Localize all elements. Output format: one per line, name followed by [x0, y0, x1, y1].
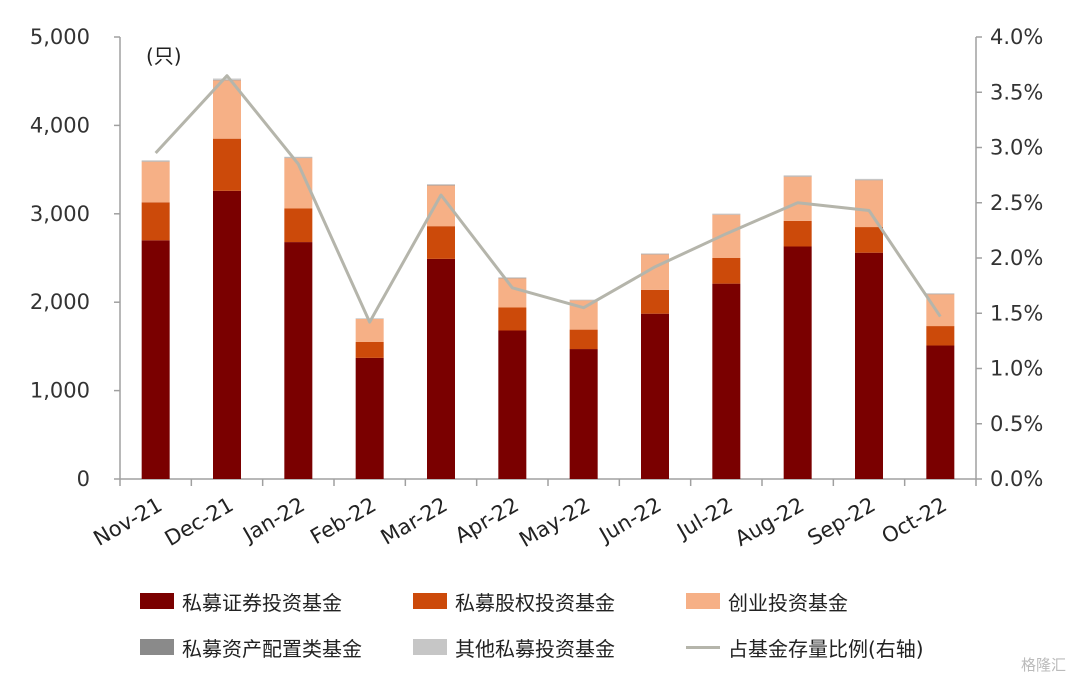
bar-segment-s1-8: [712, 258, 741, 284]
bar-segment-s2-9: [783, 176, 812, 221]
y-right-tick-label: 2.5%: [990, 191, 1043, 215]
bar-segment-s0-0: [141, 240, 170, 479]
bar-segment-s1-11: [926, 326, 955, 346]
bar-segment-s0-1: [213, 190, 241, 480]
bar-segment-s0-11: [926, 345, 955, 479]
y-left-tick-label: 2,000: [30, 290, 90, 314]
y-left-tick-label: 1,000: [30, 379, 90, 403]
bar-segment-s2-5: [498, 278, 527, 308]
watermark-logo: 格隆汇: [1020, 656, 1066, 674]
bar-segment-s4-9: [783, 175, 812, 177]
bar-segment-s1-5: [498, 307, 527, 331]
bar-segment-s0-6: [569, 349, 598, 479]
y-right-tick-label: 1.0%: [990, 357, 1043, 381]
y-left-tick-label: 0: [77, 467, 90, 491]
y-right-tick-label: 4.0%: [990, 25, 1043, 49]
x-tick-label: Oct-22: [878, 493, 951, 549]
bar-segment-s0-5: [498, 330, 527, 479]
bar-segment-s1-3: [355, 341, 384, 358]
bar-segment-s2-1: [213, 80, 241, 139]
bar-segment-s0-2: [284, 242, 313, 479]
x-tick-label: Jun-22: [594, 493, 666, 548]
unit-label: (只): [146, 44, 182, 68]
x-tick-label: Mar-22: [377, 493, 452, 550]
y-right-tick-label: 3.5%: [990, 80, 1043, 104]
x-tick-label: Feb-22: [306, 493, 380, 550]
bar-segment-s4-10: [855, 178, 883, 180]
x-tick-label: Apr-22: [451, 493, 523, 548]
axes: [114, 36, 982, 486]
bars: [141, 78, 955, 480]
bar-segment-s0-7: [641, 313, 669, 479]
x-tick-label: Jul-22: [671, 493, 736, 545]
y-right-tick-label: 0.5%: [990, 412, 1043, 436]
bar-segment-s1-2: [284, 208, 313, 243]
y-right-tick-label: 2.0%: [990, 246, 1043, 270]
y-right-tick-label: 3.0%: [990, 136, 1043, 160]
x-tick-label: May-22: [515, 493, 594, 552]
bar-segment-s0-4: [427, 258, 455, 479]
bar-segment-s4-0: [141, 160, 170, 162]
bar-segment-s4-2: [284, 156, 313, 158]
x-tick-label: Dec-21: [161, 493, 238, 551]
x-tick-label: Aug-22: [731, 493, 808, 551]
bar-segment-s1-4: [427, 226, 455, 259]
bar-segment-s1-7: [641, 289, 669, 314]
bar-segment-s1-0: [141, 202, 170, 241]
bar-segment-s2-11: [926, 294, 955, 327]
bar-segment-s4-1: [213, 78, 241, 80]
tick-labels: 0 1,000 2,000 3,000 4,000 5,000 0.0% 0.5% 1.0% 1.…: [30, 25, 1043, 552]
bar-segment-s2-3: [355, 318, 384, 342]
bar-segment-s2-8: [712, 214, 741, 258]
ratio-line: [154, 74, 942, 324]
ratio-line-path: [154, 74, 942, 324]
y-left-tick-label: 3,000: [30, 202, 90, 226]
bar-segment-s1-1: [213, 138, 241, 191]
y-left-tick-label: 4,000: [30, 113, 90, 137]
x-tick-label: Jan-22: [237, 493, 308, 548]
x-tick-label: Sep-22: [804, 493, 880, 551]
x-tick-label: Nov-21: [89, 493, 166, 551]
bar-segment-s0-8: [712, 283, 741, 479]
bar-segment-s1-10: [855, 227, 883, 253]
bar-segment-s0-3: [355, 357, 384, 479]
bar-segment-s1-6: [569, 329, 598, 350]
bar-segment-s0-9: [783, 246, 812, 479]
bar-segment-s2-10: [855, 180, 883, 228]
bar-segment-s1-9: [783, 220, 812, 247]
bar-segment-s4-11: [926, 293, 955, 294]
y-left-tick-label: 5,000: [30, 25, 90, 49]
y-right-tick-label: 1.5%: [990, 301, 1043, 325]
bar-segment-s4-6: [569, 299, 598, 301]
bar-segment-s4-8: [712, 213, 741, 215]
bar-segment-s4-7: [641, 253, 669, 255]
bar-segment-s4-4: [427, 184, 455, 186]
bar-segment-s2-0: [141, 161, 170, 203]
bar-segment-s4-5: [498, 277, 527, 278]
bar-segment-s0-10: [855, 252, 883, 479]
y-right-tick-label: 0.0%: [990, 467, 1043, 491]
